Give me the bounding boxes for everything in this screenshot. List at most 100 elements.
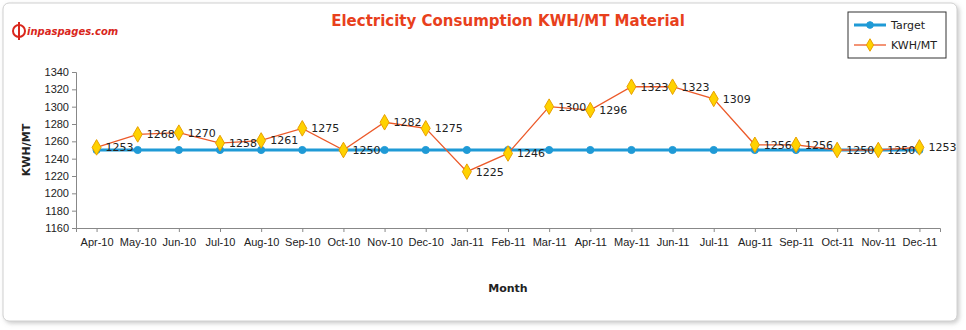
x-tick-mark [261, 228, 262, 232]
y-tick-label: 1200 [45, 187, 69, 199]
x-tick: Sep-10 [285, 228, 320, 248]
x-tick-mark [179, 228, 180, 232]
x-tick-label: Dec-11 [903, 236, 938, 248]
x-tick-label: May-10 [120, 236, 157, 248]
data-label: 1253 [928, 141, 956, 154]
series-marker [299, 146, 306, 153]
y-tick-mark [72, 141, 76, 142]
data-label: 1250 [846, 144, 874, 157]
x-tick: Aug-11 [738, 228, 773, 248]
x-tick: Jun-10 [163, 228, 197, 248]
x-tick-label: Sep-11 [779, 236, 814, 248]
y-tick-label: 1280 [45, 118, 69, 130]
series-marker [750, 137, 759, 153]
x-tick: Apr-10 [81, 228, 114, 248]
x-tick-label: Apr-10 [81, 236, 114, 248]
data-label: 1309 [723, 93, 751, 106]
chart-svg: Electricity Consumption KWH/MT Materiali… [0, 0, 966, 330]
series-marker [174, 125, 183, 141]
x-tick: Mar-11 [533, 228, 567, 248]
x-tick: Aug-10 [244, 228, 279, 248]
series-marker [915, 140, 924, 156]
y-tick-mark [72, 72, 76, 73]
series-marker [668, 79, 677, 95]
y-tick-mark [72, 193, 76, 194]
x-tick-mark [549, 228, 550, 232]
legend-label: KWH/MT [891, 39, 937, 52]
series-marker [298, 121, 307, 137]
x-tick-label: Jul-10 [206, 236, 236, 248]
x-tick-mark [385, 228, 386, 232]
series-marker [339, 142, 348, 158]
x-tick-label: Aug-11 [738, 236, 773, 248]
chart-frame [3, 3, 957, 321]
series-marker [545, 99, 554, 115]
x-tick: Nov-10 [367, 228, 402, 248]
data-label: 1253 [106, 141, 134, 154]
y-tick-mark [72, 124, 76, 125]
legend-marker [866, 39, 873, 51]
series-marker [504, 146, 513, 162]
series-marker [669, 146, 676, 153]
x-tick-mark [755, 228, 756, 232]
data-label: 1275 [435, 122, 463, 135]
chart-title: Electricity Consumption KWH/MT Material [331, 12, 685, 30]
y-tick-label: 1320 [45, 83, 69, 95]
data-label: 1250 [352, 144, 380, 157]
series-marker [874, 142, 883, 158]
x-tick-label: Dec-10 [408, 236, 443, 248]
data-label: 1246 [517, 147, 545, 160]
data-label: 1261 [270, 134, 298, 147]
y-axis-line [72, 73, 77, 229]
x-tick-mark [138, 228, 139, 232]
y-tick: 1260 [45, 135, 76, 147]
x-tick-mark [590, 228, 591, 232]
x-tick-label: Mar-11 [533, 236, 567, 248]
x-tick: Nov-11 [861, 228, 896, 248]
data-label: 1258 [229, 137, 257, 150]
watermark-icon [18, 22, 20, 40]
y-tick: 1160 [45, 222, 76, 234]
x-tick: Apr-11 [575, 228, 607, 248]
x-tick-label: Nov-11 [861, 236, 896, 248]
series-marker [134, 146, 141, 153]
series-marker [92, 140, 101, 156]
x-axis-title: Month [488, 282, 527, 295]
x-tick-mark [878, 228, 879, 232]
series-marker [462, 164, 471, 180]
y-tick: 1340 [45, 66, 76, 78]
x-tick-mark [631, 228, 632, 232]
y-tick: 1320 [45, 83, 76, 95]
data-label: 1323 [682, 81, 710, 94]
x-tick: Dec-11 [903, 228, 938, 248]
x-tick-mark [220, 228, 221, 232]
x-tick-mark [714, 228, 715, 232]
series-marker [175, 146, 182, 153]
y-tick: 1300 [45, 101, 76, 113]
data-label: 1250 [887, 144, 915, 157]
y-axis: 1160118012001220124012601280130013201340 [45, 66, 77, 234]
x-tick-mark [97, 228, 98, 232]
data-label: 1256 [764, 139, 792, 152]
x-tick-mark [467, 228, 468, 232]
x-tick: Oct-11 [822, 228, 854, 248]
x-tick: Jan-11 [451, 228, 484, 248]
y-tick-mark [72, 211, 76, 212]
y-axis-title: KWH/MT [20, 123, 33, 176]
y-tick-label: 1180 [45, 205, 69, 217]
series-marker [833, 142, 842, 158]
x-tick-label: Jun-11 [657, 236, 690, 248]
series-marker [628, 146, 635, 153]
data-label: 1323 [640, 81, 668, 94]
y-tick-mark [72, 107, 76, 108]
x-tick-mark [919, 228, 920, 232]
x-axis-line [77, 229, 941, 233]
data-label: 1275 [311, 122, 339, 135]
y-tick: 1200 [45, 187, 76, 199]
x-tick: May-11 [614, 228, 650, 248]
legend-box [848, 12, 946, 58]
x-tick: Oct-10 [327, 228, 360, 248]
y-tick-label: 1340 [45, 66, 69, 78]
x-tick-label: Apr-11 [575, 236, 607, 248]
x-tick-mark [426, 228, 427, 232]
